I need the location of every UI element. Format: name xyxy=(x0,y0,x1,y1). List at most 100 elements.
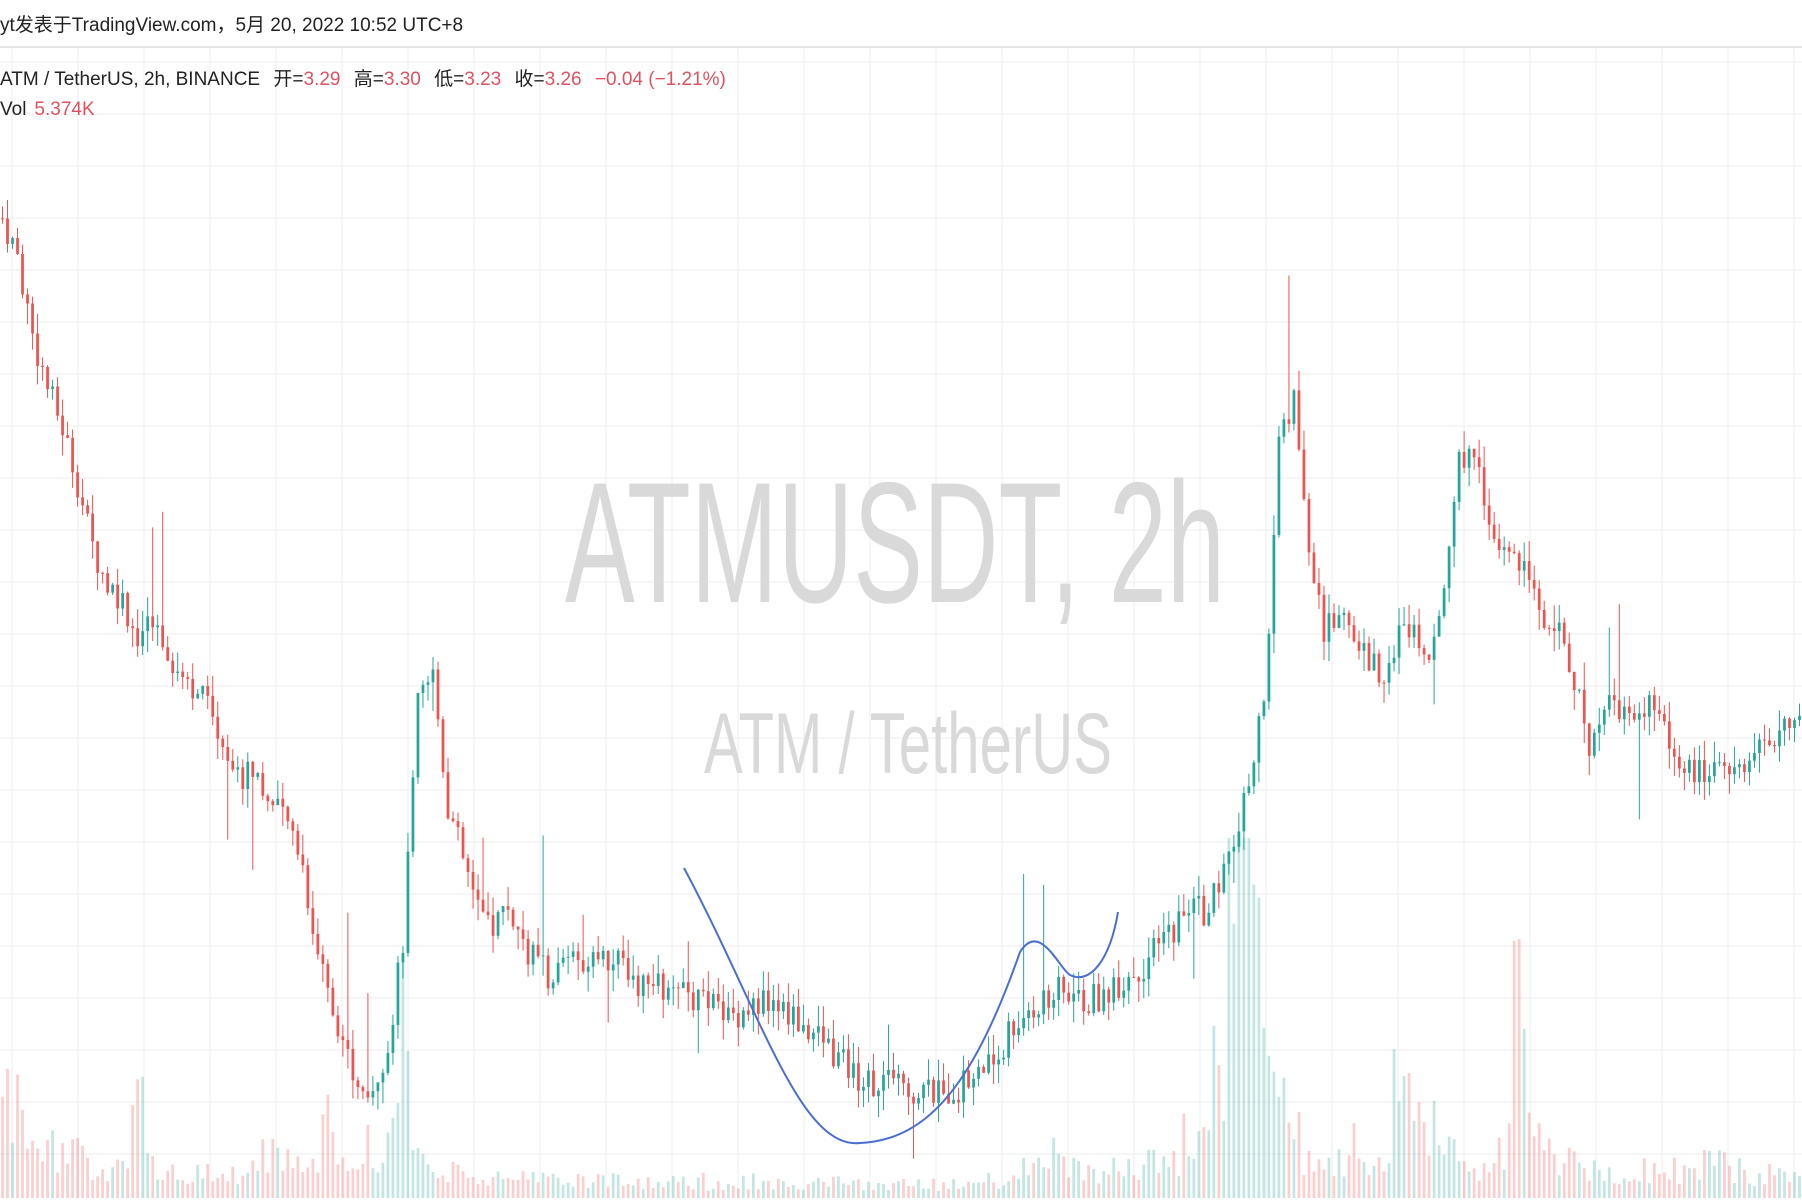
candle-body xyxy=(686,982,690,993)
candle-body xyxy=(1252,762,1256,787)
volume-bar xyxy=(1212,1025,1216,1198)
volume-bar xyxy=(1077,1161,1081,1198)
candle-body xyxy=(1627,706,1631,713)
candle-body xyxy=(1753,753,1756,761)
volume-bar xyxy=(1247,838,1251,1198)
volume-bar xyxy=(186,1183,190,1198)
volume-bar xyxy=(917,1179,920,1198)
volume-bar xyxy=(211,1181,215,1198)
candle-body xyxy=(1087,1011,1091,1014)
candle-body xyxy=(1487,505,1491,525)
candle-body xyxy=(1472,448,1476,458)
candle-body xyxy=(1677,756,1681,769)
volume-bar xyxy=(1527,1112,1531,1198)
candle-body xyxy=(1307,499,1311,553)
volume-bar xyxy=(1622,1178,1626,1198)
volume-bar xyxy=(1492,1163,1496,1198)
candle-body xyxy=(1142,979,1146,982)
candle-body xyxy=(1337,615,1341,628)
candle-body xyxy=(1137,977,1141,982)
candle-body xyxy=(1783,718,1786,731)
volume-bar xyxy=(31,1140,34,1198)
volume-bar xyxy=(1022,1158,1026,1198)
candle-body xyxy=(1592,732,1596,756)
candle-body xyxy=(817,1026,820,1033)
volume-bar xyxy=(706,1190,710,1198)
candle-body xyxy=(1162,932,1166,944)
volume-bar xyxy=(877,1182,880,1198)
candle-body xyxy=(1567,643,1571,672)
volume-bar xyxy=(551,1173,555,1198)
candle-body xyxy=(1522,561,1526,571)
volume-bar xyxy=(1657,1173,1661,1198)
candle-body xyxy=(416,692,420,778)
candle-body xyxy=(992,1054,995,1065)
candle-body xyxy=(852,1063,855,1078)
volume-bar xyxy=(636,1178,640,1198)
candle-body xyxy=(351,1048,355,1081)
candle-body xyxy=(1582,689,1586,724)
volume-bar xyxy=(1257,897,1261,1198)
volume-bar xyxy=(646,1177,650,1198)
candle-body xyxy=(1037,1014,1041,1018)
candle-body xyxy=(311,908,315,934)
volume-bar xyxy=(581,1176,585,1198)
candle-body xyxy=(1723,762,1726,766)
volume-bar xyxy=(882,1183,885,1198)
volume-bar xyxy=(1602,1180,1606,1198)
candle-body xyxy=(111,584,115,593)
volume-bar xyxy=(1442,1154,1446,1198)
volume-bar xyxy=(316,1172,320,1198)
volume-bar xyxy=(751,1173,755,1198)
candle-body xyxy=(406,851,410,953)
volume-bar xyxy=(776,1178,780,1198)
candle-body xyxy=(1077,990,1081,994)
top-bar: yt发表于TradingView.com，5月 20, 2022 10:52 U… xyxy=(0,0,1802,48)
candle-body xyxy=(1402,624,1406,626)
volume-bar xyxy=(241,1175,245,1198)
candle-body xyxy=(1212,883,1216,913)
volume-bar xyxy=(1783,1171,1786,1198)
volume-bar xyxy=(1047,1168,1051,1198)
volume-bar xyxy=(746,1189,750,1198)
volume-bar xyxy=(1562,1163,1566,1198)
candle-body xyxy=(741,1010,745,1028)
volume-bar xyxy=(1102,1171,1106,1198)
volume-bar xyxy=(1242,838,1246,1198)
candle-body xyxy=(1257,716,1261,763)
volume-bar xyxy=(817,1178,820,1198)
candle-body xyxy=(937,1080,940,1103)
candle-body xyxy=(1738,764,1741,768)
candle-body xyxy=(611,964,615,971)
candle-body xyxy=(1332,613,1336,628)
candle-body xyxy=(276,798,280,806)
candle-body xyxy=(766,990,770,1011)
volume-bar xyxy=(1092,1168,1096,1198)
volume-bar xyxy=(1677,1183,1681,1198)
volume-bar xyxy=(1122,1176,1126,1198)
candle-body xyxy=(596,952,600,960)
volume-bar xyxy=(1202,1127,1206,1198)
candle-body xyxy=(366,1091,370,1098)
candle-body xyxy=(1357,641,1361,651)
candle-body xyxy=(857,1063,860,1091)
candle-body xyxy=(146,616,150,632)
volume-bar xyxy=(1192,1158,1196,1198)
candle-body xyxy=(1217,883,1221,893)
candle-body xyxy=(266,795,270,802)
volume-bar xyxy=(812,1181,815,1198)
candle-body xyxy=(226,747,230,761)
volume-bar xyxy=(1392,1049,1396,1198)
candle-body xyxy=(1187,913,1191,916)
volume-bar xyxy=(842,1183,845,1198)
volume-bar xyxy=(1277,1096,1281,1198)
candle-body xyxy=(1387,663,1391,683)
volume-bar xyxy=(191,1181,195,1198)
volume-bar xyxy=(716,1181,720,1198)
candle-body xyxy=(1327,613,1331,642)
candle-body xyxy=(1672,748,1676,757)
price-chart[interactable]: ATMUSDT, 2h ATM / TetherUS xyxy=(0,48,1802,1198)
candle-body xyxy=(1342,612,1346,616)
volume-bar xyxy=(631,1185,635,1198)
candle-body xyxy=(1532,579,1536,589)
